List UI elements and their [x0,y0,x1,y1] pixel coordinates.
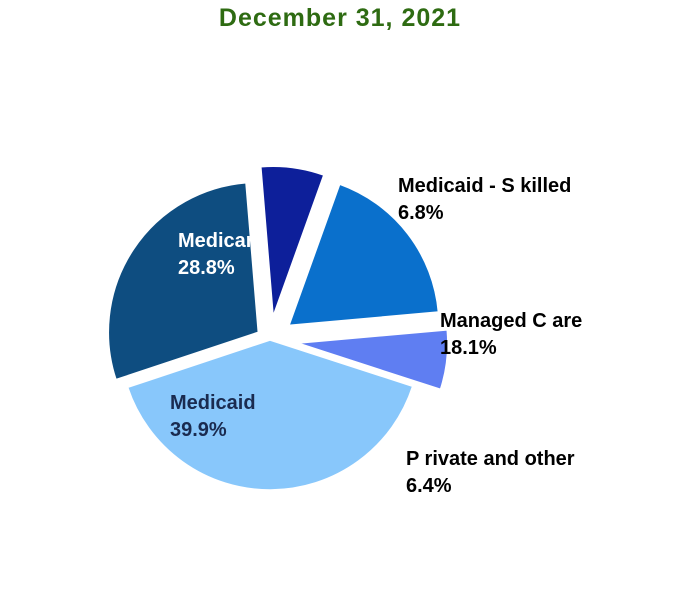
slice-label-value: 6.4% [406,475,452,497]
slice-label: Medicaid 39.9% [170,392,256,441]
pie-slice-medicaid [126,339,414,491]
slice-label: P rivate and other 6.4% [406,448,575,497]
pie-slice-medicaid-s-killed [259,165,325,317]
chart-title: December 31, 2021 [218,4,462,32]
pie-slice-managed-c-are [287,183,440,327]
pie-slice-p-rivate-and-other [297,329,449,391]
slice-label-value: 39.9% [170,419,227,441]
slice-label: Medicaid - S killed 6.8% [398,175,571,224]
slice-label-value: 18.1% [440,337,497,359]
slice-label-name: Medicaid - S killed [398,175,571,197]
slice-label: Managed C are 18.1% [440,310,582,359]
slice-label: Medicare 28.8% [178,230,265,279]
slice-label-name: Medicare [178,230,265,252]
slice-label-name: P rivate and other [406,448,575,470]
slice-label-name: Medicaid [170,392,256,414]
slice-label-value: 28.8% [178,257,235,279]
slice-label-value: 6.8% [398,202,444,224]
pie-slice-medicare [107,181,260,381]
slice-label-name: Managed C are [440,310,582,332]
